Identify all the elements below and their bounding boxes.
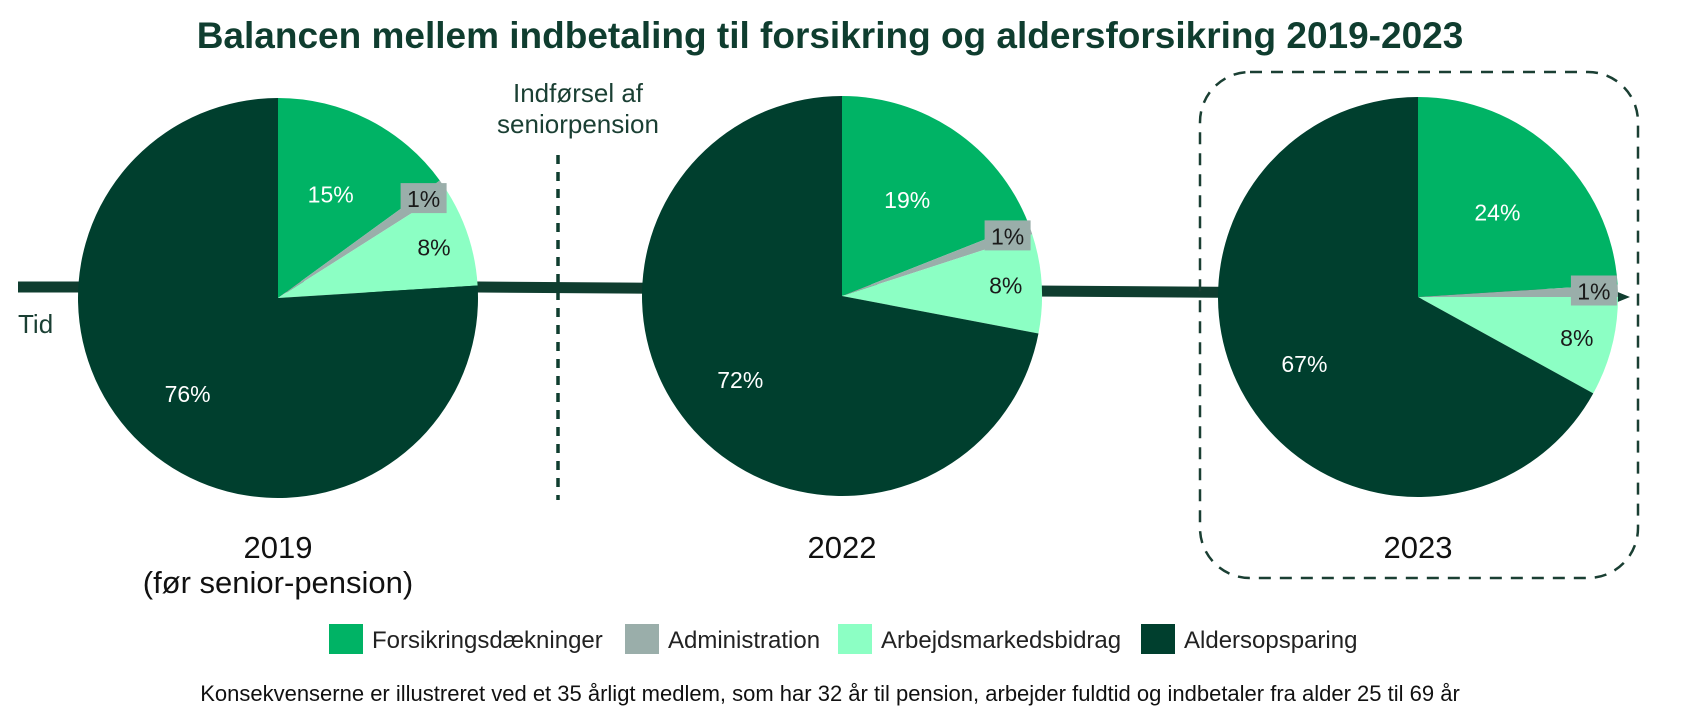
data-label-arbejdsmarkedsbidrag: 8% <box>989 273 1022 299</box>
annotation-line-1: Indførsel af <box>513 78 644 108</box>
legend-item-forsikringsdaekninger: Forsikringsdækninger <box>329 624 603 654</box>
year-label: 2019 <box>244 530 313 565</box>
pie-2023: 24% 1% 8% 67% 2023 <box>1217 97 1619 565</box>
data-label-forsikringsdaekninger: 15% <box>308 182 354 208</box>
year-label: 2023 <box>1384 530 1453 565</box>
footnote: Konsekvenserne er illustreret ved et 35 … <box>200 681 1460 706</box>
pie-2019: 15% 1% 8% 76% 2019(før senior-pension) <box>78 98 479 600</box>
data-label-aldersopsparing: 76% <box>165 381 211 407</box>
time-label: Tid <box>18 309 53 339</box>
slice-forsikringsdaekninger <box>1418 97 1618 297</box>
data-label-aldersopsparing: 72% <box>717 367 763 393</box>
legend-swatch <box>838 624 872 654</box>
pie-2022: 19% 1% 8% 72% 2022 <box>642 95 1043 565</box>
annotation-line-2: seniorpension <box>497 109 659 139</box>
data-label-arbejdsmarkedsbidrag: 8% <box>1560 325 1593 351</box>
data-label-box <box>1570 275 1617 306</box>
legend-label: Aldersopsparing <box>1184 627 1357 654</box>
year-label: (før senior-pension) <box>143 565 413 600</box>
slice-forsikringsdaekninger <box>842 95 1028 296</box>
highlight-box-2023 <box>1198 70 1640 580</box>
legend-item-arbejdsmarkedsbidrag: Arbejdsmarkedsbidrag <box>838 624 1121 654</box>
data-label-aldersopsparing: 67% <box>1281 351 1327 377</box>
legend-swatch <box>329 624 363 654</box>
data-label-administration: 1% <box>1577 279 1610 305</box>
legend-item-administration: Administration <box>625 624 820 654</box>
slice-arbejdsmarkedsbidrag <box>278 190 478 298</box>
legend-swatch <box>1141 624 1175 654</box>
slice-aldersopsparing <box>78 98 479 498</box>
slice-administration <box>1418 284 1619 297</box>
year-label: 2022 <box>808 530 877 565</box>
pies: 15% 1% 8% 76% 2019(før senior-pension) 19% 1% 8… <box>78 95 1619 600</box>
data-label-box <box>400 183 447 214</box>
data-label-administration: 1% <box>991 223 1024 249</box>
data-label-box <box>984 220 1031 251</box>
data-label-arbejdsmarkedsbidrag: 8% <box>417 234 450 260</box>
slice-forsikringsdaekninger <box>278 98 440 298</box>
slice-arbejdsmarkedsbidrag <box>1418 297 1618 394</box>
legend-item-aldersopsparing: Aldersopsparing <box>1141 624 1357 654</box>
legend: Forsikringsdækninger Administration Arbejd… <box>329 624 1357 654</box>
legend-label: Forsikringsdækninger <box>372 627 603 654</box>
slice-aldersopsparing <box>642 96 1039 496</box>
slice-aldersopsparing <box>1217 97 1594 497</box>
legend-label: Arbejdsmarkedsbidrag <box>881 627 1121 654</box>
legend-swatch <box>625 624 659 654</box>
chart-title: Balancen mellem indbetaling til forsikri… <box>197 15 1464 56</box>
slice-arbejdsmarkedsbidrag <box>842 234 1043 334</box>
data-label-forsikringsdaekninger: 19% <box>884 187 930 213</box>
data-label-administration: 1% <box>407 186 440 212</box>
data-label-forsikringsdaekninger: 24% <box>1474 199 1520 225</box>
legend-label: Administration <box>668 627 820 654</box>
